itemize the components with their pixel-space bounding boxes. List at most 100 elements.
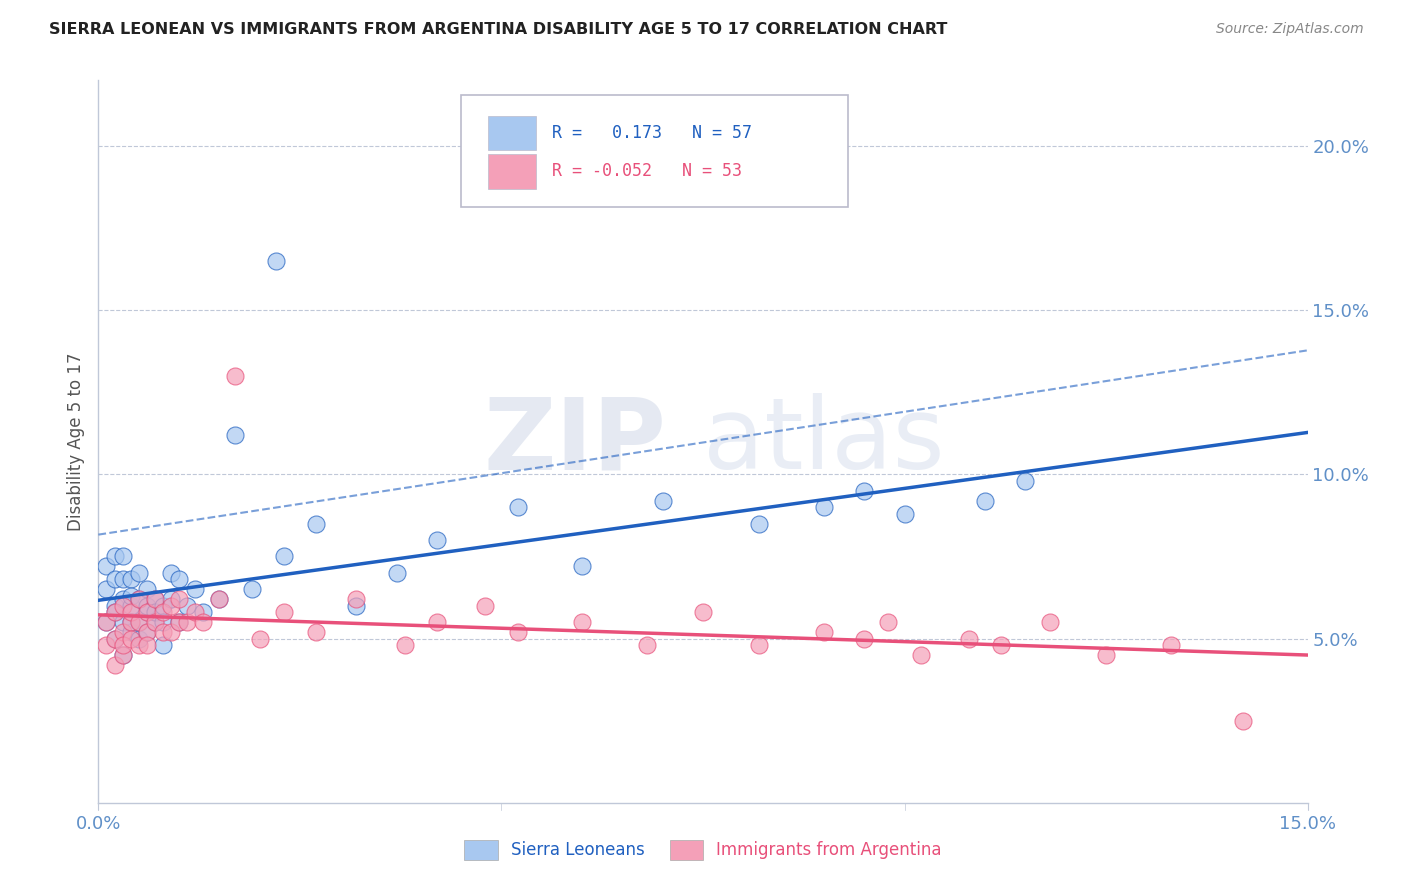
Point	[111, 648, 134, 662]
Point	[893, 507, 915, 521]
Point	[208, 592, 231, 607]
Point	[853, 632, 876, 646]
Point	[877, 615, 900, 630]
Point	[152, 638, 174, 652]
Text: R =   0.173   N = 57: R = 0.173 N = 57	[551, 124, 752, 142]
Point	[120, 605, 142, 619]
Point	[193, 605, 215, 619]
Point	[103, 632, 125, 646]
Point	[120, 599, 142, 613]
Point	[1095, 648, 1118, 662]
Point	[120, 573, 142, 587]
Point	[96, 615, 118, 630]
Point	[160, 566, 183, 580]
Point	[120, 632, 142, 646]
Point	[111, 625, 134, 640]
Legend: Sierra Leoneans, Immigrants from Argentina: Sierra Leoneans, Immigrants from Argenti…	[457, 833, 949, 867]
Point	[990, 638, 1012, 652]
Point	[128, 592, 150, 607]
Point	[208, 592, 231, 607]
Text: ZIP: ZIP	[484, 393, 666, 490]
Point	[1232, 714, 1254, 728]
Point	[120, 589, 142, 603]
Point	[143, 615, 166, 630]
Point	[273, 549, 295, 564]
FancyBboxPatch shape	[488, 154, 536, 189]
Point	[571, 615, 593, 630]
Point	[128, 632, 150, 646]
Point	[344, 599, 367, 613]
Point	[120, 615, 142, 630]
Point	[474, 599, 496, 613]
Point	[167, 573, 190, 587]
Point	[853, 483, 876, 498]
Point	[103, 599, 125, 613]
Point	[160, 599, 183, 613]
Point	[636, 638, 658, 652]
Point	[143, 592, 166, 607]
Point	[103, 549, 125, 564]
Text: atlas: atlas	[703, 393, 945, 490]
Point	[111, 592, 134, 607]
Point	[506, 625, 529, 640]
Point	[506, 500, 529, 515]
Point	[193, 615, 215, 630]
Point	[111, 615, 134, 630]
Point	[1039, 615, 1062, 630]
FancyBboxPatch shape	[461, 95, 848, 207]
Point	[344, 592, 367, 607]
Point	[96, 582, 118, 597]
Point	[135, 582, 157, 597]
Point	[143, 615, 166, 630]
Point	[120, 615, 142, 630]
Point	[224, 428, 246, 442]
Point	[176, 599, 198, 613]
Point	[111, 573, 134, 587]
Point	[103, 632, 125, 646]
Point	[111, 648, 134, 662]
Point	[128, 615, 150, 630]
Point	[111, 638, 134, 652]
Point	[385, 566, 408, 580]
Point	[184, 605, 207, 619]
Point	[394, 638, 416, 652]
Point	[152, 599, 174, 613]
Text: Source: ZipAtlas.com: Source: ZipAtlas.com	[1216, 22, 1364, 37]
Point	[96, 615, 118, 630]
Point	[96, 559, 118, 574]
Point	[910, 648, 932, 662]
Point	[305, 625, 328, 640]
Text: SIERRA LEONEAN VS IMMIGRANTS FROM ARGENTINA DISABILITY AGE 5 TO 17 CORRELATION C: SIERRA LEONEAN VS IMMIGRANTS FROM ARGENT…	[49, 22, 948, 37]
Point	[143, 592, 166, 607]
Point	[651, 493, 673, 508]
Point	[264, 253, 287, 268]
Point	[957, 632, 980, 646]
Text: R = -0.052   N = 53: R = -0.052 N = 53	[551, 162, 742, 180]
Point	[249, 632, 271, 646]
Point	[184, 582, 207, 597]
Point	[167, 615, 190, 630]
Point	[176, 615, 198, 630]
Point	[135, 605, 157, 619]
Point	[128, 566, 150, 580]
Point	[813, 500, 835, 515]
Point	[160, 592, 183, 607]
Y-axis label: Disability Age 5 to 17: Disability Age 5 to 17	[66, 352, 84, 531]
Point	[813, 625, 835, 640]
Point	[128, 638, 150, 652]
Point	[160, 625, 183, 640]
Point	[273, 605, 295, 619]
Point	[571, 559, 593, 574]
Point	[224, 368, 246, 383]
Point	[748, 516, 770, 531]
Point	[1014, 474, 1036, 488]
FancyBboxPatch shape	[488, 116, 536, 151]
Point	[305, 516, 328, 531]
Point	[426, 533, 449, 547]
Point	[152, 625, 174, 640]
Point	[111, 549, 134, 564]
Point	[748, 638, 770, 652]
Point	[135, 605, 157, 619]
Point	[128, 615, 150, 630]
Point	[692, 605, 714, 619]
